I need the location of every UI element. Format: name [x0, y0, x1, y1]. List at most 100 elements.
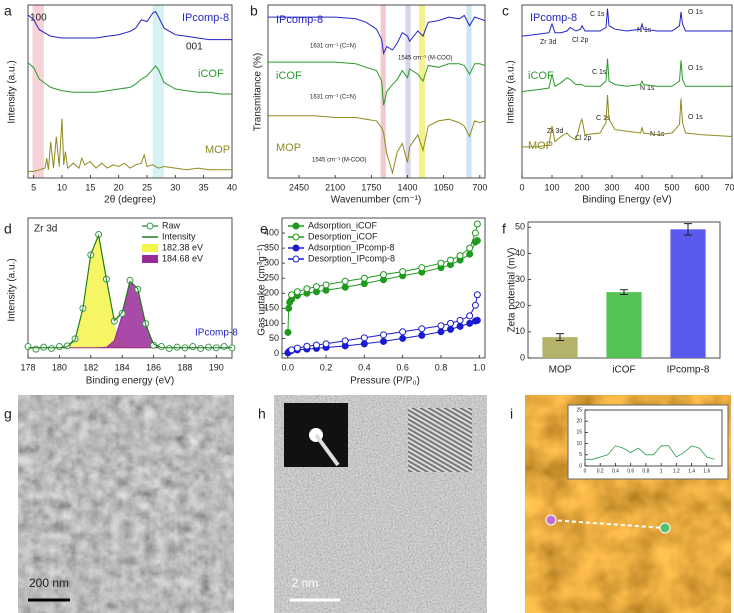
profile-line: [550, 519, 666, 529]
series-label: MOP: [205, 144, 230, 156]
marker: [341, 283, 349, 291]
scale-bar-label: 200 nm: [29, 576, 69, 590]
x-tick-label: 182: [83, 362, 98, 372]
marker: [40, 343, 48, 351]
x-tick-label: 1050: [434, 182, 454, 192]
y-tick-label: 30: [515, 274, 525, 284]
y-tick-label: 300: [264, 258, 279, 268]
marker: [55, 343, 63, 351]
y-tick-label: 150: [264, 303, 279, 313]
marker: [399, 268, 407, 276]
x-axis-label: Pressure (P/P₀): [350, 376, 420, 387]
marker: [466, 244, 474, 252]
marker: [473, 220, 481, 228]
marker: [341, 277, 349, 285]
annotation: Zr 3d: [34, 224, 57, 235]
annotation: O 1s: [688, 65, 703, 72]
x-tick-label: iCOF: [612, 365, 635, 376]
bar: [670, 229, 706, 358]
marker: [447, 319, 455, 327]
marker: [322, 340, 330, 348]
x-tick-label: 184: [115, 362, 130, 372]
marker: [48, 344, 56, 352]
panel-letter: a: [4, 3, 12, 19]
x-tick-label: 0.4: [358, 362, 371, 372]
x-tick-label: 2450: [289, 182, 309, 192]
marker: [303, 285, 311, 293]
x-tick-label: MOP: [549, 365, 572, 376]
x-tick-label: 700: [724, 182, 734, 192]
x-tick-label: 0: [519, 182, 524, 192]
y-axis-label: Zeta potential (mV): [507, 247, 518, 332]
annotation: 001: [186, 42, 203, 53]
y-tick-label: 10: [576, 441, 582, 447]
error-bar: [684, 223, 692, 236]
x-tick-label: 0.2: [320, 362, 333, 372]
x-tick-label: 500: [664, 182, 679, 192]
marker: [293, 288, 301, 296]
marker: [471, 229, 479, 237]
annotation: C 1s: [590, 11, 605, 18]
highlight-band: [32, 5, 44, 178]
bar: [542, 337, 578, 358]
marker: [447, 325, 455, 333]
marker: [418, 331, 426, 339]
line: [291, 223, 478, 296]
y-tick-label: 0: [579, 463, 582, 469]
marker: [63, 342, 71, 350]
annotation: 100: [30, 13, 47, 24]
plot-frame: [584, 409, 723, 467]
y-tick-label: 400: [264, 227, 279, 237]
line: [585, 445, 715, 460]
x-tick-label: 700: [472, 182, 487, 192]
legend-marker: [292, 222, 300, 230]
marker: [399, 328, 407, 336]
panel-letter: d: [4, 221, 12, 237]
x-tick-label: 1.0: [473, 362, 486, 372]
line: [291, 294, 478, 351]
marker: [360, 334, 368, 342]
x-tick-label: 0.0: [281, 362, 294, 372]
y-tick-label: 40: [515, 248, 525, 258]
beam-stop: [314, 433, 340, 467]
line: [521, 8, 732, 37]
series-label: iCOF: [276, 70, 302, 82]
profile-inset: [567, 404, 729, 480]
panel-letter: e: [260, 221, 268, 237]
legend-label: Desorption_IPcomp-8: [308, 253, 395, 263]
x-tick-label: 30: [170, 182, 180, 192]
marker: [204, 343, 212, 351]
series-label: iCOF: [198, 68, 224, 80]
plot-frame: [27, 4, 233, 179]
x-tick-label: 600: [694, 182, 709, 192]
series-label: IPcomp-8: [182, 12, 229, 24]
highlight-band: [466, 5, 472, 178]
profile-start: [545, 514, 557, 526]
bar: [606, 292, 642, 358]
x-tick-label: 400: [634, 182, 649, 192]
plot-frame: [267, 4, 486, 179]
y-tick-label: 50: [269, 333, 279, 343]
legend-label: Intensity: [162, 231, 196, 241]
y-tick-label: 350: [264, 242, 279, 252]
marker: [360, 340, 368, 348]
marker: [456, 252, 464, 260]
marker: [399, 334, 407, 342]
line: [28, 118, 232, 172]
x-tick-label: 190: [209, 362, 224, 372]
annotation: Zr 3d: [540, 39, 556, 46]
marker: [126, 276, 134, 284]
y-tick-label: 20: [576, 419, 582, 425]
marker: [303, 342, 311, 350]
x-tick-label: 1750: [361, 182, 381, 192]
marker: [288, 291, 296, 299]
line: [27, 62, 232, 95]
y-tick-label: 10: [515, 326, 525, 336]
marker: [380, 337, 387, 345]
marker: [473, 316, 481, 324]
annotation: 1545 cm⁻¹ (M-COO): [312, 158, 367, 164]
y-tick-label: 100: [264, 318, 279, 328]
x-tick-label: 1400: [397, 182, 417, 192]
x-tick-label: 5: [31, 182, 36, 192]
